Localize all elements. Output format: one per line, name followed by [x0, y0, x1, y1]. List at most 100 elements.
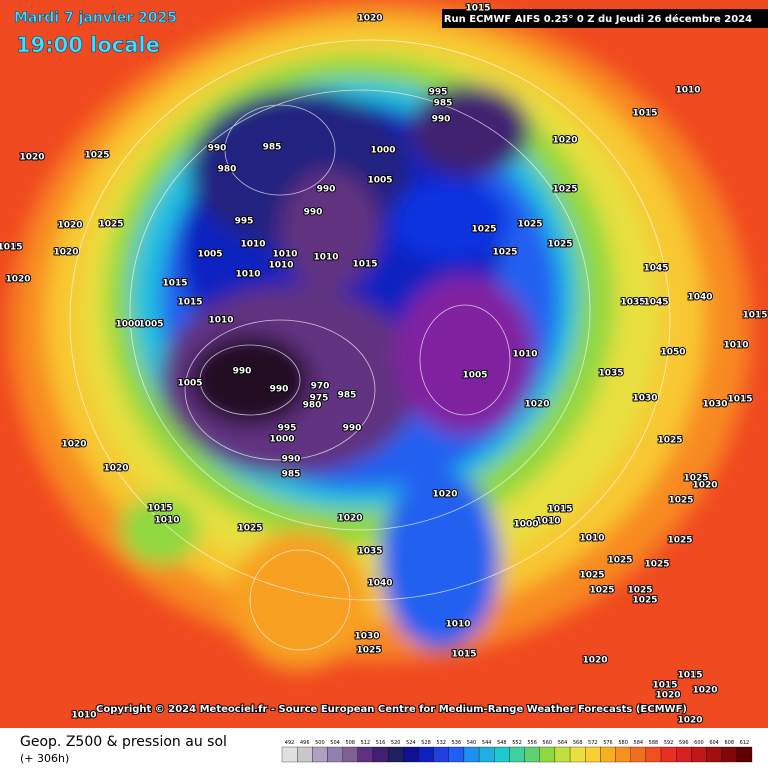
scale-swatch — [600, 746, 616, 763]
pressure-label: 985 — [282, 470, 301, 480]
date-title: Mardi 7 janvier 2025 — [14, 10, 177, 26]
pressure-label: 1020 — [677, 716, 702, 726]
pressure-label: 1025 — [667, 536, 692, 546]
scale-label: 548 — [497, 740, 507, 746]
pressure-label: 1010 — [675, 86, 700, 96]
pressure-label: 1040 — [367, 579, 392, 589]
pressure-label: 1005 — [462, 371, 487, 381]
pressure-label: 1005 — [367, 176, 392, 186]
pressure-label: 1000 — [513, 520, 538, 530]
scale-swatch — [615, 746, 631, 763]
pressure-label: 1020 — [57, 221, 82, 231]
pressure-label: 1025 — [683, 474, 708, 484]
pressure-label: 1015 — [177, 298, 202, 308]
scale-label: 584 — [634, 740, 644, 746]
pressure-label: 1015 — [147, 504, 172, 514]
scale-label: 580 — [618, 740, 628, 746]
scale-swatch — [706, 746, 722, 763]
scale-swatch — [660, 746, 677, 763]
scale-swatch — [463, 746, 480, 763]
scale-label: 500 — [315, 740, 325, 746]
pressure-label: 1025 — [84, 151, 109, 161]
scale-swatch — [691, 746, 707, 763]
scale-label: 604 — [709, 740, 719, 746]
pressure-label: 1010 — [154, 516, 179, 526]
pressure-label: 980 — [303, 401, 322, 411]
pressure-label: 1020 — [19, 153, 44, 163]
pressure-label: 1025 — [471, 225, 496, 235]
pressure-label: 1010 — [272, 250, 297, 260]
scale-swatch — [569, 746, 586, 763]
scale-swatch — [372, 746, 389, 763]
pressure-label: 1015 — [677, 671, 702, 681]
lead-time: (+ 306h) — [20, 752, 69, 765]
scale-label: 544 — [482, 740, 492, 746]
pressure-label: 1015 — [451, 650, 476, 660]
pressure-label: 1025 — [237, 524, 262, 534]
pressure-label: 1025 — [356, 646, 381, 656]
pressure-label: 1020 — [552, 136, 577, 146]
pressure-label: 1025 — [517, 220, 542, 230]
scale-label: 576 — [603, 740, 613, 746]
pressure-label: 1015 — [727, 395, 752, 405]
scale-swatch — [448, 746, 465, 763]
scale-swatch — [736, 746, 753, 763]
scale-swatch — [281, 746, 298, 763]
time-title: 19:00 locale — [16, 33, 160, 57]
scale-swatch — [645, 746, 662, 763]
scale-label: 572 — [588, 740, 598, 746]
pressure-label: 1025 — [657, 436, 682, 446]
scale-label: 524 — [406, 740, 416, 746]
pressure-label: 995 — [429, 88, 448, 98]
pressure-label: 990 — [432, 115, 451, 125]
scale-label: 612 — [740, 740, 750, 746]
scale-label: 588 — [649, 740, 659, 746]
map-field — [0, 0, 768, 728]
pressure-label: 1020 — [5, 275, 30, 285]
pressure-label: 1000 — [370, 146, 395, 156]
scale-label: 552 — [512, 740, 522, 746]
pressure-label: 1010 — [268, 261, 293, 271]
scale-label: 512 — [361, 740, 371, 746]
pressure-label: 1045 — [643, 264, 668, 274]
pressure-label: 1010 — [579, 534, 604, 544]
scale-swatch — [721, 746, 737, 763]
pressure-label: 1020 — [357, 14, 382, 24]
scale-swatch — [342, 746, 358, 763]
copyright: Copyright © 2024 Meteociel.fr - Source E… — [96, 704, 687, 715]
pressure-label: 1000 — [269, 435, 294, 445]
scale-label: 560 — [543, 740, 553, 746]
pressure-label: 990 — [208, 144, 227, 154]
pressure-label: 1010 — [723, 341, 748, 351]
pressure-label: 985 — [338, 391, 357, 401]
pressure-label: 1020 — [692, 686, 717, 696]
scale-label: 600 — [694, 740, 704, 746]
scale-swatch — [297, 746, 313, 763]
pressure-label: 1015 — [465, 4, 490, 14]
pressure-label: 990 — [270, 385, 289, 395]
scale-swatch — [312, 746, 328, 763]
pressure-label: 1015 — [162, 279, 187, 289]
scale-label: 516 — [376, 740, 386, 746]
pressure-label: 1020 — [337, 514, 362, 524]
pressure-label: 1020 — [103, 464, 128, 474]
pressure-label: 1015 — [352, 260, 377, 270]
scale-label: 504 — [330, 740, 340, 746]
scale-swatch — [494, 746, 510, 763]
pressure-label: 980 — [218, 165, 237, 175]
pressure-label: 1015 — [632, 109, 657, 119]
scale-label: 496 — [300, 740, 310, 746]
pressure-label: 1025 — [607, 556, 632, 566]
scale-label: 568 — [573, 740, 583, 746]
pressure-label: 1020 — [655, 691, 680, 701]
scale-label: 508 — [345, 740, 355, 746]
scale-label: 596 — [679, 740, 689, 746]
pressure-label: 990 — [282, 455, 301, 465]
pressure-label: 1035 — [598, 369, 623, 379]
scale-swatch — [387, 746, 404, 763]
scale-label: 608 — [724, 740, 734, 746]
pressure-label: 1020 — [432, 490, 457, 500]
scale-label: 528 — [421, 740, 431, 746]
pressure-label: 1025 — [627, 586, 652, 596]
